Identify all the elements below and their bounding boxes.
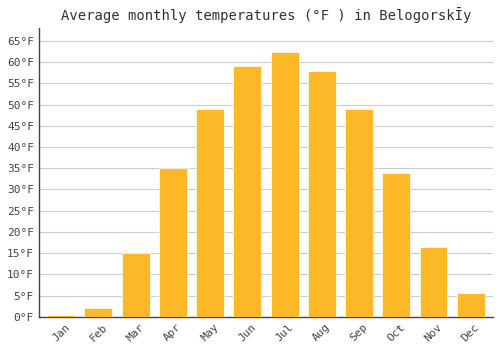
- Bar: [270, 51, 298, 317]
- Title: Average monthly temperatures (°F ) in BelogorskĪy: Average monthly temperatures (°F ) in Be…: [60, 7, 471, 23]
- Bar: [84, 308, 112, 317]
- Bar: [345, 109, 373, 317]
- Bar: [420, 247, 448, 317]
- Bar: [234, 66, 262, 317]
- Bar: [122, 253, 150, 317]
- Bar: [47, 315, 75, 317]
- Bar: [382, 173, 410, 317]
- Bar: [308, 71, 336, 317]
- Bar: [196, 109, 224, 317]
- Bar: [457, 293, 484, 317]
- Bar: [159, 168, 187, 317]
